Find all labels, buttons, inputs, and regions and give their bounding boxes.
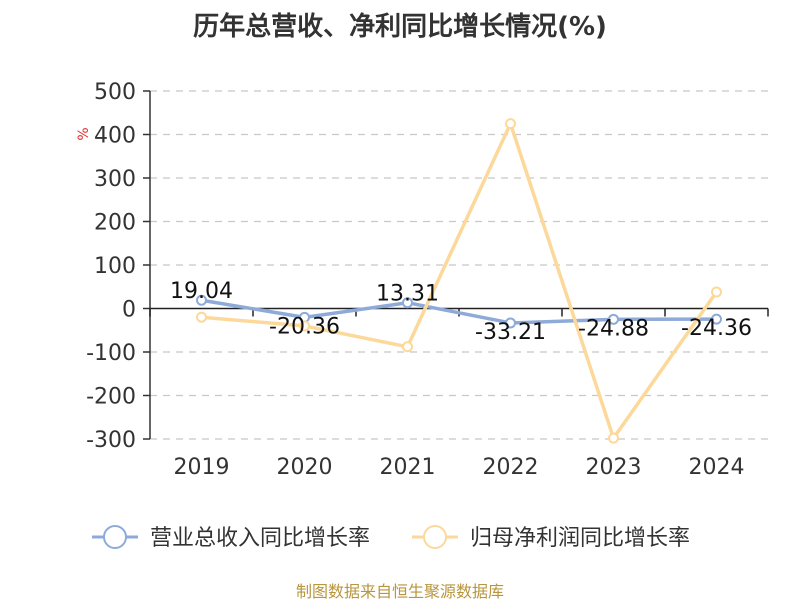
y-tick-label: 300 — [94, 167, 136, 192]
data-point — [608, 313, 619, 325]
data-label: -33.21 — [475, 320, 546, 345]
legend-marker — [103, 525, 127, 549]
data-label: -24.88 — [578, 316, 649, 341]
x-tick-label: 2019 — [174, 455, 230, 480]
y-tick-label: -300 — [86, 428, 136, 453]
y-tick-label: 200 — [94, 211, 136, 236]
chart-title: 历年总营收、净利同比增长情况(%) — [193, 12, 607, 42]
y-tick-label: 400 — [94, 124, 136, 149]
y-axis-unit: % — [76, 127, 92, 140]
data-label: 13.31 — [376, 282, 439, 307]
data-point — [196, 294, 207, 306]
legend-item-1[interactable]: 归母净利润同比增长率 — [412, 525, 690, 551]
x-tick-label: 2024 — [689, 455, 745, 480]
x-tick-label: 2023 — [586, 455, 642, 480]
data-point — [711, 313, 722, 325]
legend-label: 归母净利润同比增长率 — [470, 526, 690, 551]
data-point — [196, 311, 207, 323]
data-point — [608, 432, 619, 444]
data-label: -20.36 — [269, 314, 340, 339]
series-lines — [196, 118, 722, 444]
y-tick-label: 100 — [94, 254, 136, 279]
series-line-1 — [201, 121, 718, 440]
x-tick-label: 2022 — [483, 455, 539, 480]
series-line-0 — [201, 298, 717, 325]
grid-lines — [150, 90, 768, 440]
legend-item-0[interactable]: 营业总收入同比增长率 — [92, 525, 370, 551]
data-point — [711, 286, 722, 298]
legend-label: 营业总收入同比增长率 — [150, 526, 370, 551]
data-point — [505, 317, 516, 329]
y-tick-label: 500 — [94, 80, 136, 105]
data-labels: 19.04 -20.36 13.31 -33.21 -24.88 -24.36 — [170, 279, 752, 345]
data-point — [505, 118, 516, 130]
legend-marker — [423, 525, 447, 549]
data-label: 19.04 — [170, 279, 233, 304]
y-tick-label: 0 — [122, 298, 136, 323]
data-point — [402, 341, 413, 353]
source-note: 制图数据来自恒生聚源数据库 — [295, 582, 504, 601]
x-tick-label: 2021 — [380, 455, 436, 480]
legend[interactable]: 营业总收入同比增长率 归母净利润同比增长率 — [92, 525, 690, 551]
y-tick-label: -100 — [86, 341, 136, 366]
data-point — [402, 297, 413, 309]
x-tick-label: 2020 — [277, 455, 333, 480]
data-point — [299, 320, 310, 332]
y-tick-label: -200 — [86, 385, 136, 410]
data-label: -24.36 — [681, 316, 752, 341]
